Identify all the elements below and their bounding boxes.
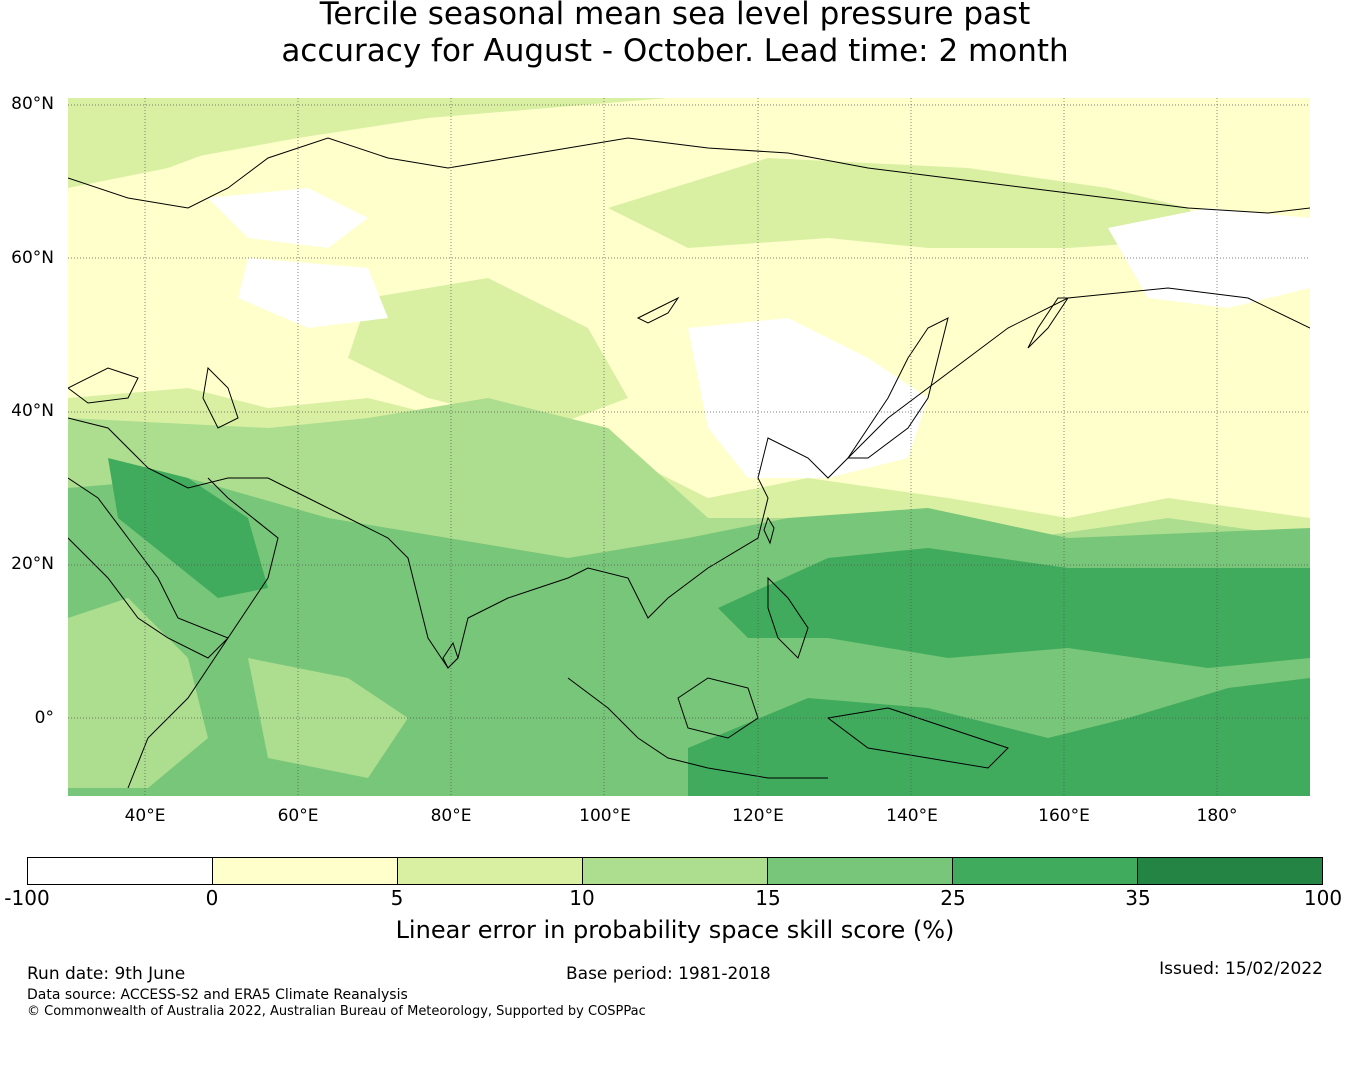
- lat-label-60n: 60°N: [11, 248, 54, 268]
- colorbar-segment-1: [28, 858, 213, 884]
- coast-east-asia: [68, 287, 1310, 669]
- coast-africa-east: [68, 537, 229, 789]
- colorbar-tick-2: 0: [205, 886, 219, 910]
- africa-pale-patch: [68, 598, 208, 788]
- base-period: Base period: 1981-2018: [566, 964, 771, 984]
- colorbar-segment-6: [953, 858, 1138, 884]
- siberia-green-band: [608, 158, 1218, 248]
- colorbar-tick-4: 10: [569, 886, 595, 910]
- graticule: [68, 98, 1310, 796]
- data-source: Data source: ACCESS-S2 and ERA5 Climate …: [27, 987, 408, 1003]
- white-region-west: [208, 188, 368, 248]
- title-line-1: Tercile seasonal mean sea level pressure…: [319, 0, 1031, 32]
- skill-score-map: [68, 98, 1310, 796]
- lat-label-80n: 80°N: [11, 94, 54, 114]
- coast-taiwan: [763, 516, 775, 545]
- colorbar-segment-5: [768, 858, 953, 884]
- coast-new-guinea: [826, 707, 1009, 769]
- equatorial-dark-region: [688, 678, 1310, 796]
- lon-label-120e: 120°E: [732, 806, 784, 826]
- coast-black-sea: [68, 367, 139, 404]
- run-date: Run date: 9th June: [27, 964, 186, 984]
- colorbar-segment-3: [398, 858, 583, 884]
- issued-date: Issued: 15/02/2022: [1159, 959, 1323, 979]
- coast-japan: [847, 317, 949, 459]
- lon-label-80e: 80°E: [430, 806, 472, 826]
- coast-sumatra-java: [567, 677, 828, 779]
- colorbar-segment-2: [213, 858, 398, 884]
- colorbar-tick-6: 25: [940, 886, 966, 910]
- north-green-patch: [68, 98, 268, 188]
- white-region-russia: [238, 258, 388, 328]
- coast-baikal: [636, 296, 680, 324]
- central-asia-green: [348, 278, 628, 428]
- colorbar-tick-8: 100: [1303, 886, 1343, 910]
- colorbar-tick-1: -100: [4, 886, 50, 910]
- colorbar: [27, 857, 1323, 885]
- arabia-green-patch: [108, 458, 268, 598]
- coast-eurasia-north: [68, 137, 1310, 214]
- lon-label-100e: 100°E: [579, 806, 631, 826]
- lat-label-20n: 20°N: [11, 554, 54, 574]
- pacific-dark-region: [718, 548, 1310, 668]
- colorbar-tick-7: 35: [1125, 886, 1151, 910]
- lon-label-140e: 140°E: [886, 806, 938, 826]
- title-line-2: accuracy for August - October. Lead time…: [281, 33, 1069, 69]
- colorbar-label: Linear error in probability space skill …: [395, 916, 955, 944]
- colorbar-segment-4: [583, 858, 768, 884]
- coast-india-srilanka: [442, 641, 459, 669]
- lon-label-60e: 60°E: [277, 806, 319, 826]
- coast-arabia: [68, 477, 279, 639]
- lon-label-40e: 40°E: [124, 806, 166, 826]
- copyright: © Commonwealth of Australia 2022, Austra…: [27, 1004, 646, 1019]
- lat-label-0: 0°: [34, 708, 54, 728]
- coast-kamchatka: [1027, 297, 1069, 349]
- lat-label-40n: 40°N: [11, 401, 54, 421]
- coast-philippines: [767, 576, 809, 659]
- indian-ocean-pale-patch: [248, 658, 408, 778]
- colorbar-tick-3: 5: [390, 886, 404, 910]
- colorbar-segment-7: [1138, 858, 1322, 884]
- lon-label-160e: 160°E: [1038, 806, 1090, 826]
- coast-caspian: [202, 366, 239, 429]
- colorbar-tick-5: 15: [755, 886, 781, 910]
- lon-label-180: 180°: [1196, 806, 1238, 826]
- map-title: Tercile seasonal mean sea level pressure…: [0, 0, 1350, 70]
- coastlines: [68, 137, 1310, 789]
